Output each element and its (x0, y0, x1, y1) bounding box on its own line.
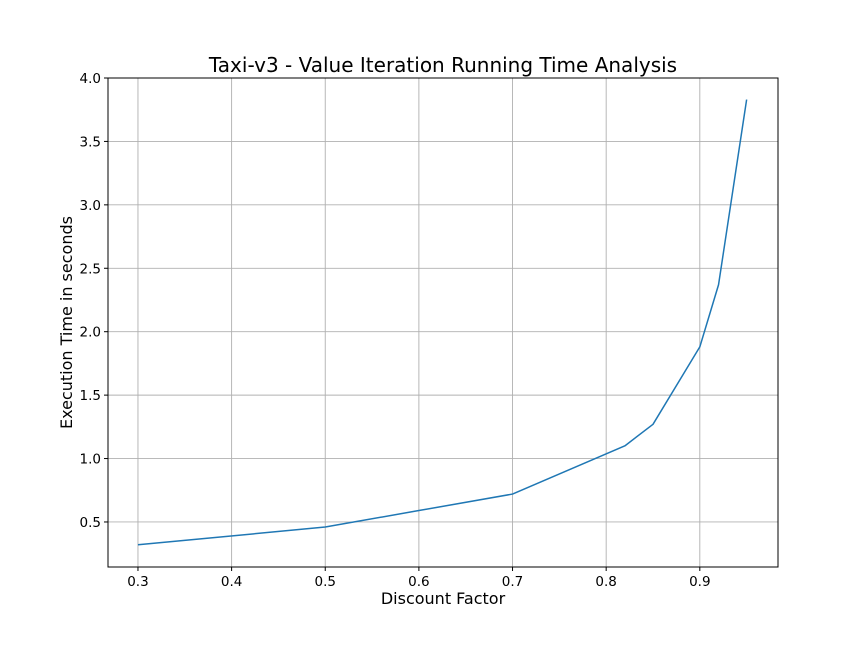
y-tick-label: 0.5 (80, 515, 101, 531)
y-tick-label: 1.0 (80, 452, 101, 468)
x-tick-label: 0.4 (221, 574, 242, 590)
plot-frame (107, 77, 779, 568)
x-tick-label: 0.5 (315, 574, 336, 590)
y-tick-label: 3.5 (80, 134, 101, 150)
x-tick-label: 0.8 (595, 574, 616, 590)
x-tick-label: 0.7 (502, 574, 523, 590)
x-tick-label: 0.3 (127, 574, 148, 590)
y-tick-label: 4.0 (80, 71, 101, 87)
x-tick-label: 0.6 (408, 574, 429, 590)
x-tick-label: 0.9 (689, 574, 710, 590)
chart-title: Taxi-v3 - Value Iteration Running Time A… (208, 53, 677, 77)
y-tick-label: 1.5 (80, 388, 101, 404)
series-line (137, 99, 748, 546)
grid-lines (108, 77, 778, 567)
series-layer (137, 99, 748, 546)
y-axis-label: Execution Time in seconds (57, 216, 76, 429)
y-tick-label: 2.0 (80, 325, 101, 341)
axis-ticks: 0.3 0.4 0.5 0.6 0.7 0.8 0.9 0.5 1.0 1.5 2.0 2.5 3.0 3… (80, 71, 711, 590)
y-tick-label: 2.5 (80, 261, 101, 277)
x-axis-label: Discount Factor (381, 589, 506, 608)
y-tick-label: 3.0 (80, 198, 101, 214)
